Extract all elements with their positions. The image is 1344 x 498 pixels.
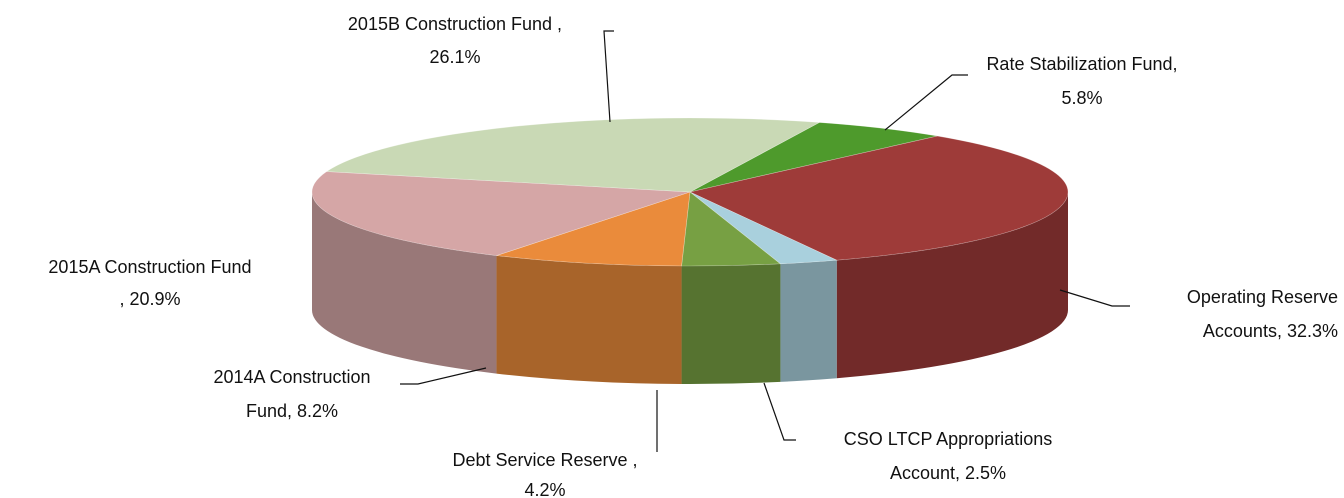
- data-label: 2014A Construction: [213, 367, 370, 387]
- data-label: Operating Reserve: [1187, 287, 1338, 307]
- data-label: Account, 2.5%: [890, 463, 1006, 483]
- data-label: Rate Stabilization Fund,: [986, 54, 1177, 74]
- leader-line: [1059, 289, 1130, 307]
- leader-line: [884, 74, 968, 131]
- data-label: 2015A Construction Fund: [48, 257, 251, 277]
- data-label: Accounts, 32.3%: [1203, 321, 1338, 341]
- data-label: 5.8%: [1061, 88, 1102, 108]
- slice-side: [836, 192, 1068, 379]
- slice: [325, 117, 821, 193]
- data-label: CSO LTCP Appropriations: [844, 429, 1052, 449]
- slice: [496, 191, 691, 267]
- data-label: 26.1%: [429, 47, 480, 67]
- slice: [311, 171, 691, 256]
- slice-side: [681, 263, 781, 384]
- slice: [689, 191, 838, 265]
- slice: [681, 191, 782, 267]
- leader-line: [763, 382, 796, 441]
- slice-side: [780, 260, 837, 382]
- data-label: Debt Service Reserve ,: [452, 450, 637, 470]
- slice: [689, 122, 938, 193]
- data-label: Fund, 8.2%: [246, 401, 338, 421]
- slice-side: [496, 255, 682, 384]
- slice: [689, 135, 1069, 261]
- data-label: 4.2%: [524, 480, 565, 498]
- data-label: , 20.9%: [119, 289, 180, 309]
- leader-line: [603, 30, 614, 123]
- data-label: 2015B Construction Fund ,: [348, 14, 562, 34]
- leader-line: [400, 367, 487, 385]
- slice-side: [312, 192, 497, 374]
